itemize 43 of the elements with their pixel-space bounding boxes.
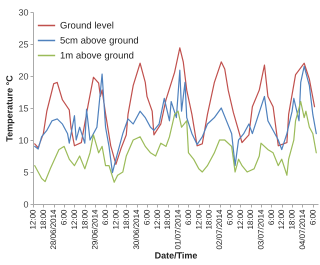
x-tick-label: 6:00 (308, 208, 318, 226)
x-tick-label: 18:00 (246, 208, 256, 230)
x-tick-label: 29/06/2014 (90, 208, 100, 250)
x-tick-label: 6:00 (184, 208, 193, 226)
x-tick-label: 6:00 (142, 208, 152, 226)
x-tick-label: 18:00 (38, 208, 48, 230)
x-tick-label: 12:00 (194, 208, 204, 230)
y-tick-label: 0 (23, 200, 28, 210)
x-tick-label: 6:00 (266, 208, 276, 226)
x-tick-label: 12:00 (152, 208, 162, 230)
y-tick-label: 20 (18, 72, 28, 82)
legend-label: Ground level (60, 20, 114, 32)
line-series (34, 47, 316, 165)
x-tick-label: 12:00 (111, 208, 120, 230)
x-tick-label: 02/07/2014 (215, 208, 224, 250)
line-series (34, 66, 317, 174)
x-tick-label: 30/06/2014 (132, 208, 142, 250)
x-tick-label: 12:00 (28, 208, 38, 230)
x-tick-label: 6:00 (60, 208, 69, 226)
x-tick-label: 18:00 (204, 208, 214, 230)
x-tick-label: 28/06/2014 (49, 208, 58, 250)
x-tick-label: 18:00 (163, 208, 172, 230)
x-tick-label: 18:00 (80, 208, 90, 230)
y-tick-label: 10 (18, 136, 28, 146)
y-tick-label: 15 (18, 104, 28, 114)
y-axis-title: Temperature °C (4, 74, 14, 142)
x-tick-label: 04/07/2014 (298, 208, 307, 250)
x-tick-label: 01/07/2014 (174, 208, 183, 250)
x-tick-label: 12:00 (70, 208, 79, 230)
x-tick-label: 12:00 (277, 208, 286, 230)
x-tick-label: 12:00 (236, 208, 245, 230)
y-tick-label: 5 (23, 168, 28, 178)
legend-label: 5cm above ground (60, 36, 139, 46)
line-series (34, 101, 317, 183)
x-tick-label: 18:00 (288, 208, 297, 230)
x-tick-label: 6:00 (225, 208, 234, 226)
x-tick-label: 03/07/2014 (256, 208, 266, 250)
y-tick-label: 25 (18, 40, 28, 50)
y-tick-label: 30 (18, 8, 28, 18)
legend-label: 1m above ground (60, 50, 134, 62)
x-tick-label: 6:00 (101, 208, 110, 226)
x-axis-title: Date/Time (154, 250, 198, 261)
x-tick-label: 18:00 (122, 208, 131, 230)
